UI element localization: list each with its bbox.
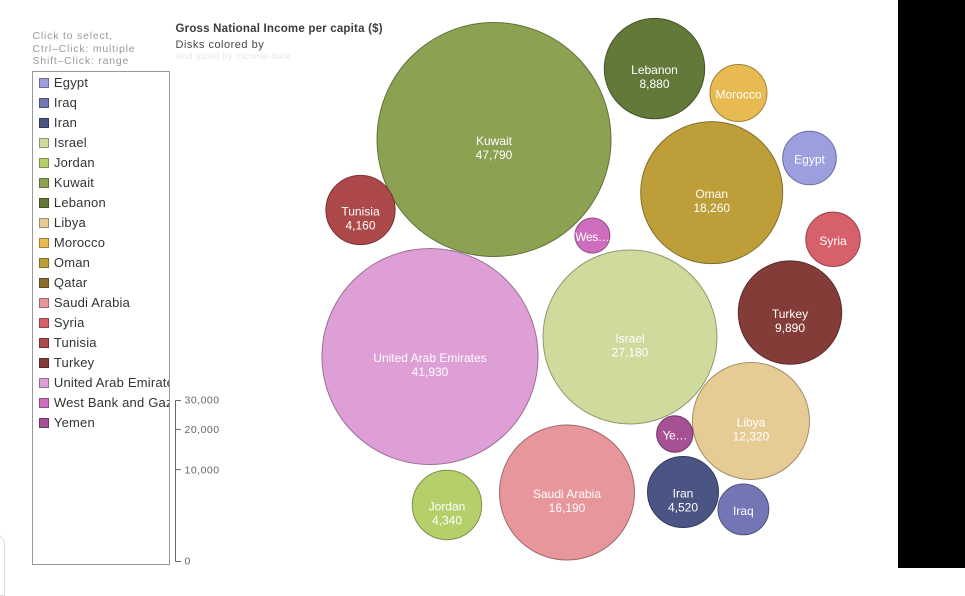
svg-text:10,000: 10,000 [185,464,220,476]
svg-text:Egypt: Egypt [794,153,825,167]
svg-text:Morocco: Morocco [715,88,761,102]
svg-text:41,930: 41,930 [412,365,449,379]
svg-text:Tunisia: Tunisia [341,205,380,219]
svg-text:Lebanon: Lebanon [631,63,678,77]
svg-text:30,000: 30,000 [185,395,220,407]
svg-text:Oman: Oman [695,187,728,201]
svg-text:8,880: 8,880 [639,77,669,91]
svg-text:Iran: Iran [673,487,694,501]
svg-text:Turkey: Turkey [772,307,808,321]
svg-text:Libya: Libya [737,416,766,430]
svg-text:Kuwait: Kuwait [476,134,513,148]
svg-text:18,260: 18,260 [693,201,730,215]
svg-text:4,340: 4,340 [432,513,462,527]
svg-text:Syria: Syria [819,234,847,248]
svg-text:United Arab Emirates: United Arab Emirates [373,351,486,365]
svg-text:Ye…: Ye… [663,429,687,443]
svg-text:Jordan: Jordan [429,500,466,514]
svg-text:Saudi Arabia: Saudi Arabia [533,487,601,501]
svg-text:9,890: 9,890 [775,321,805,335]
svg-text:27,180: 27,180 [612,345,649,359]
svg-text:4,520: 4,520 [668,500,698,514]
svg-text:Israel: Israel [615,332,644,346]
svg-text:20,000: 20,000 [185,424,220,436]
svg-text:Wes…: Wes… [575,230,609,244]
svg-text:12,320: 12,320 [733,429,770,443]
svg-text:0: 0 [185,555,191,567]
svg-text:4,160: 4,160 [345,218,375,232]
svg-text:Iraq: Iraq [733,504,754,518]
svg-text:16,190: 16,190 [549,501,586,515]
svg-text:47,790: 47,790 [476,148,513,162]
